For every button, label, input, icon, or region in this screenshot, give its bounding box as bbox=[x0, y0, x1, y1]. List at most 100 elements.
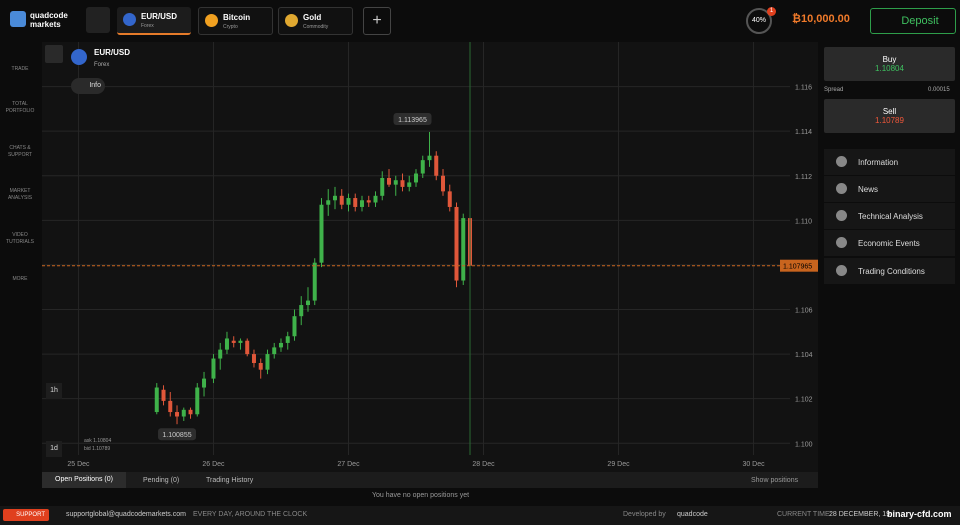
x-tick-label: 26 Dec bbox=[202, 461, 225, 468]
asset-name: EUR/USD bbox=[94, 48, 131, 57]
buy-price: 1.10804 bbox=[875, 64, 904, 73]
tab[interactable]: Gold Commodity bbox=[278, 7, 353, 35]
candle-body bbox=[373, 195, 378, 203]
y-tick-label: 1.112 bbox=[795, 174, 812, 181]
candle-body bbox=[258, 363, 263, 370]
y-tick-label: 1.104 bbox=[795, 352, 813, 359]
sell-button[interactable]: Sell 1.10789 bbox=[824, 99, 955, 133]
show-positions[interactable]: Show positions bbox=[751, 477, 799, 484]
candle-body bbox=[400, 180, 405, 187]
candle-body bbox=[319, 204, 324, 263]
y-tick-label: 1.102 bbox=[795, 397, 813, 404]
logo-icon bbox=[10, 11, 26, 27]
ask: ask 1.10804 bbox=[84, 438, 112, 444]
nav-item[interactable]: VIDEO TUTORIALS bbox=[6, 232, 34, 245]
y-tick-label: 1.106 bbox=[795, 308, 813, 315]
positions-tab[interactable]: Open Positions (0) bbox=[42, 472, 126, 488]
tab-name: Bitcoin bbox=[223, 13, 251, 22]
level[interactable]: 40% bbox=[746, 8, 772, 34]
candle-body bbox=[461, 218, 466, 281]
info-button[interactable]: Info bbox=[71, 78, 105, 94]
price-box bbox=[780, 259, 818, 272]
menu-label: Technical Analysis bbox=[858, 212, 923, 221]
empty-message: You have no open positions yet bbox=[372, 492, 470, 499]
low-box bbox=[158, 428, 197, 441]
brand: quadcode bbox=[677, 511, 708, 518]
candle-body bbox=[353, 198, 358, 207]
footer bbox=[0, 506, 960, 525]
x-tick-label: 25 Dec bbox=[67, 461, 90, 468]
candle-body bbox=[427, 155, 432, 161]
candle-body bbox=[175, 412, 180, 417]
tab[interactable]: EUR/USD Forex bbox=[117, 7, 191, 35]
x-tick-label: 29 Dec bbox=[607, 461, 630, 468]
high-label: 1.113965 bbox=[398, 117, 427, 124]
high-box bbox=[393, 112, 432, 125]
tab[interactable]: Bitcoin Crypto bbox=[198, 7, 273, 35]
candle-body bbox=[154, 387, 159, 413]
close-chart[interactable] bbox=[45, 45, 63, 63]
menu-item[interactable]: Information bbox=[824, 149, 955, 175]
candle-body bbox=[245, 340, 250, 355]
candle-body bbox=[441, 175, 446, 192]
candle-body bbox=[168, 400, 173, 413]
email[interactable]: supportglobal@quadcodemarkets.com bbox=[66, 511, 186, 518]
nav-item[interactable]: TOTAL PORTFOLIO bbox=[5, 101, 35, 114]
candle-body bbox=[326, 200, 331, 205]
menu-item[interactable]: Economic Events bbox=[824, 230, 955, 256]
developed-by: Developed by bbox=[623, 511, 666, 518]
hours: EVERY DAY, AROUND THE CLOCK bbox=[193, 511, 308, 518]
tab-name: Gold bbox=[303, 13, 322, 22]
menu-item[interactable]: News bbox=[824, 176, 955, 202]
tab-kind: Crypto bbox=[223, 24, 238, 30]
candle-body bbox=[359, 200, 364, 207]
candle-body bbox=[380, 177, 385, 196]
candle-body bbox=[238, 340, 243, 343]
positions-bar bbox=[42, 472, 818, 488]
candle-body bbox=[211, 358, 216, 379]
add-tab[interactable]: + bbox=[363, 7, 391, 35]
candle-body bbox=[299, 305, 304, 317]
badge: 1 bbox=[767, 7, 776, 16]
time: 28 DECEMBER, 19 bbox=[829, 511, 891, 518]
spread-label: Spread bbox=[824, 87, 844, 93]
asset-kind: Forex bbox=[94, 62, 110, 68]
candle-body bbox=[339, 195, 344, 205]
support-button[interactable]: SUPPORT bbox=[3, 509, 49, 521]
menu-label: Economic Events bbox=[858, 239, 920, 248]
positions-tab[interactable]: Trading History bbox=[206, 477, 254, 484]
y-tick-label: 1.114 bbox=[795, 129, 812, 136]
candle-body bbox=[305, 300, 310, 306]
time-label: CURRENT TIME: bbox=[777, 511, 832, 518]
candle-body bbox=[218, 349, 223, 359]
positions-tab[interactable]: Pending (0) bbox=[143, 477, 180, 484]
period[interactable]: 1d bbox=[46, 441, 62, 457]
candle-body bbox=[161, 389, 166, 401]
nav-item[interactable]: MORE bbox=[12, 276, 28, 282]
deposit-button[interactable]: Deposit bbox=[870, 8, 956, 34]
candle-body bbox=[454, 206, 459, 281]
menu-item[interactable]: Trading Conditions bbox=[824, 258, 955, 284]
buy-label: Buy bbox=[882, 55, 897, 64]
x-tick-label: 28 Dec bbox=[472, 461, 495, 468]
candle-body bbox=[195, 387, 200, 415]
grid-button[interactable] bbox=[86, 7, 110, 33]
logo[interactable]: quadcode markets bbox=[30, 11, 68, 29]
timeframe[interactable]: 1h bbox=[46, 383, 62, 399]
y-tick-label: 1.100 bbox=[795, 441, 813, 448]
menu-item[interactable]: Technical Analysis bbox=[824, 203, 955, 229]
nav-item[interactable]: CHATS & SUPPORT bbox=[7, 145, 33, 158]
menu-label: Information bbox=[858, 158, 899, 167]
low-label: 1.100855 bbox=[162, 432, 191, 439]
balance[interactable]: ₿10,000.00 bbox=[792, 13, 850, 25]
candle-body bbox=[188, 409, 193, 415]
buy-button[interactable]: Buy 1.10804 bbox=[824, 47, 955, 81]
nav-item[interactable]: MARKET ANALYSIS bbox=[7, 188, 33, 201]
candle-body bbox=[292, 316, 297, 337]
candle-body bbox=[265, 354, 270, 370]
tab-kind: Commodity bbox=[303, 24, 329, 30]
sell-price: 1.10789 bbox=[875, 116, 904, 125]
nav-item[interactable]: TRADE bbox=[11, 66, 29, 72]
